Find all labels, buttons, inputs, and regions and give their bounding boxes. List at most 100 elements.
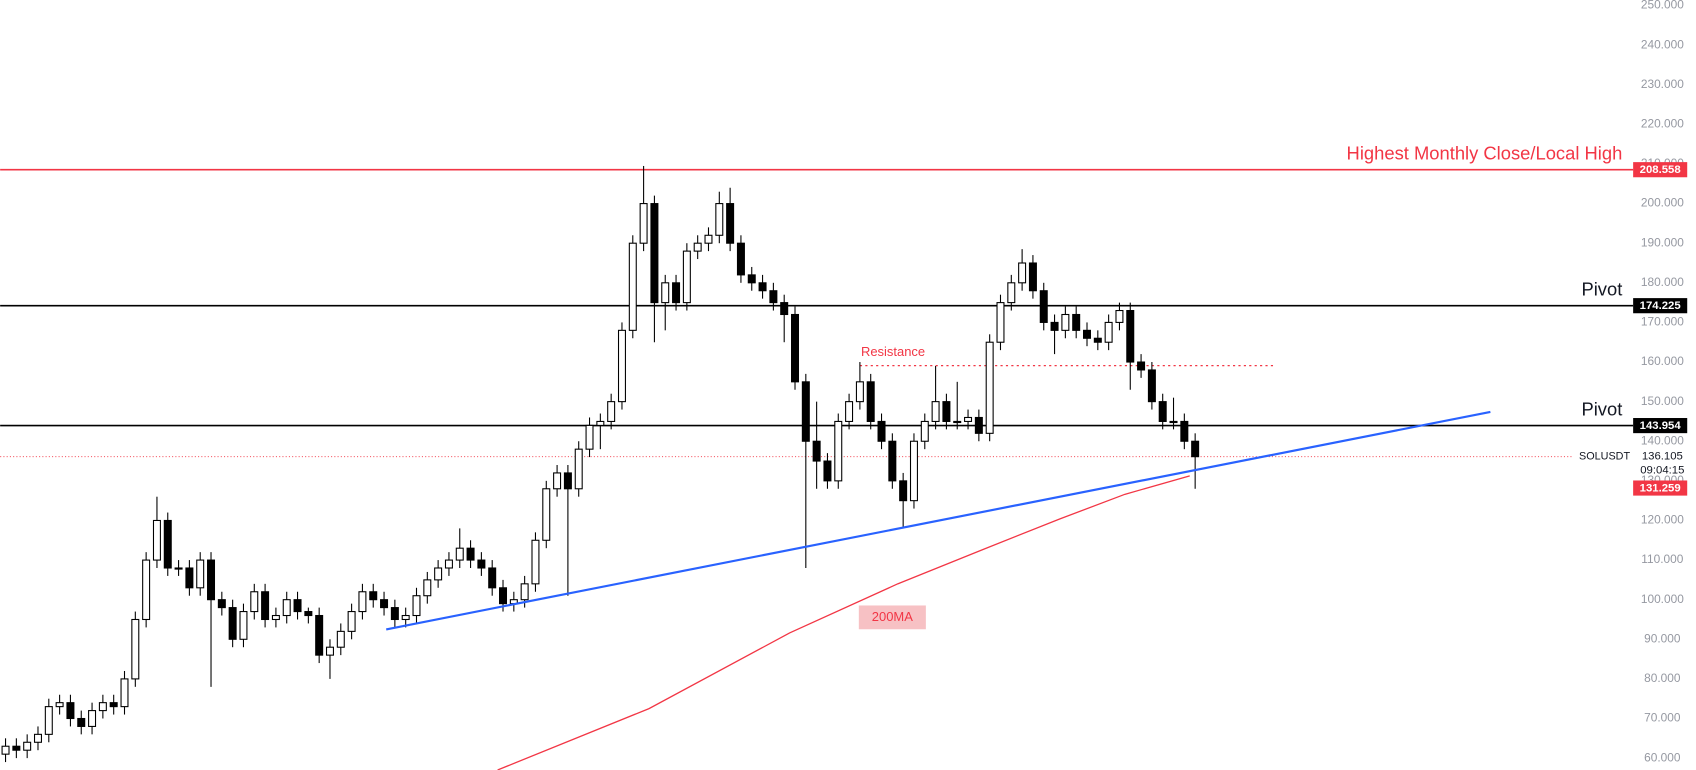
candle-body — [390, 607, 399, 621]
candle-body — [1, 745, 10, 755]
candle-body — [55, 702, 64, 708]
candle-body — [185, 567, 194, 589]
y-tick-label: 170.000 — [1641, 315, 1684, 329]
last-price-label: 136.105 — [1642, 451, 1683, 463]
candle-body — [315, 614, 324, 656]
candle-body — [261, 591, 270, 621]
candle-body — [780, 302, 789, 316]
candle-body — [931, 401, 940, 422]
candle-body — [369, 591, 378, 601]
candle-body — [347, 611, 356, 632]
candle-body — [823, 460, 832, 482]
candle-body — [585, 424, 594, 450]
candle-body — [758, 282, 767, 292]
candle-body — [499, 587, 508, 605]
candle-body — [1126, 309, 1135, 363]
candle-body — [996, 302, 1005, 343]
candle-body — [412, 595, 421, 617]
y-tick-label: 80.000 — [1644, 671, 1681, 685]
candle-body — [877, 420, 886, 442]
y-tick-label: 160.000 — [1641, 354, 1684, 368]
level-label: Pivot — [1581, 278, 1622, 299]
y-tick-label: 250.000 — [1641, 0, 1684, 12]
candle-body — [88, 710, 97, 727]
candle-body — [791, 313, 800, 383]
candle-body — [423, 579, 432, 597]
candle-body — [1147, 369, 1156, 403]
symbol-label: SOLUSDT — [1579, 451, 1630, 463]
y-tick-label: 180.000 — [1641, 275, 1684, 289]
candle-body — [693, 242, 702, 252]
candle-body — [553, 472, 562, 490]
candle-body — [747, 274, 756, 284]
candle-body — [77, 717, 86, 727]
moving-average — [497, 475, 1190, 770]
candle-body — [304, 611, 313, 617]
candle-body — [964, 416, 973, 422]
candle-body — [682, 250, 691, 304]
y-tick-label: 120.000 — [1641, 513, 1684, 527]
candle-body — [1072, 313, 1081, 331]
candle-body — [1093, 337, 1102, 343]
candle-body — [1180, 420, 1189, 442]
candle-body — [1191, 440, 1200, 458]
candle-body — [152, 519, 161, 561]
candle-body — [434, 567, 443, 581]
price-tag — [1633, 298, 1688, 314]
candle-body — [726, 203, 735, 244]
candle-body — [207, 559, 216, 601]
ma-label-box — [858, 605, 926, 630]
candle-body — [1039, 290, 1048, 323]
candle-body — [1115, 309, 1124, 323]
candle-body — [672, 282, 681, 304]
candle-body — [661, 282, 670, 304]
candle-body — [574, 448, 583, 490]
candle-body — [899, 480, 908, 502]
candle-body — [358, 591, 367, 613]
y-tick-label: 230.000 — [1641, 77, 1684, 91]
candle-body — [1104, 321, 1113, 343]
candle-body — [520, 583, 529, 601]
price-tag-label: 208.558 — [1640, 164, 1681, 176]
candle-body — [617, 329, 626, 403]
candle-body — [736, 242, 745, 276]
candle-body — [66, 702, 75, 720]
candle-body — [142, 559, 151, 621]
candle-body — [628, 242, 637, 331]
candle-body — [12, 745, 21, 751]
candle-body — [845, 401, 854, 422]
candle-body — [888, 440, 897, 482]
candle-body — [1137, 361, 1146, 371]
price-tag-label: 143.954 — [1640, 420, 1682, 432]
candle-body — [174, 567, 183, 570]
trendline — [386, 410, 1491, 631]
candle-body — [282, 599, 291, 617]
candle-body — [953, 420, 962, 424]
candle-body — [909, 440, 918, 502]
price-tag — [1633, 418, 1688, 434]
candle-body — [293, 599, 302, 613]
candle-body — [380, 599, 389, 609]
candle-body — [131, 618, 140, 680]
candle-body — [466, 547, 475, 561]
candle-body — [855, 381, 864, 403]
candle-body — [834, 420, 843, 482]
countdown: 09:04:15 — [1640, 465, 1684, 477]
candle-body — [542, 488, 551, 541]
y-tick-label: 200.000 — [1641, 196, 1684, 210]
y-tick-label: 90.000 — [1644, 631, 1681, 645]
candle-body — [866, 381, 875, 422]
candle-body — [650, 203, 659, 304]
level-label: Pivot — [1581, 398, 1622, 419]
candle-body — [455, 547, 464, 561]
y-tick-label: 220.000 — [1641, 117, 1684, 131]
candle-body — [531, 539, 540, 585]
candle-body — [23, 741, 32, 751]
y-tick-label: 110.000 — [1641, 552, 1683, 566]
candle-body — [596, 420, 605, 426]
candle-body — [1083, 329, 1092, 339]
candle-body — [704, 234, 713, 244]
candle-body — [239, 611, 248, 640]
y-tick-label: 150.000 — [1641, 394, 1684, 408]
